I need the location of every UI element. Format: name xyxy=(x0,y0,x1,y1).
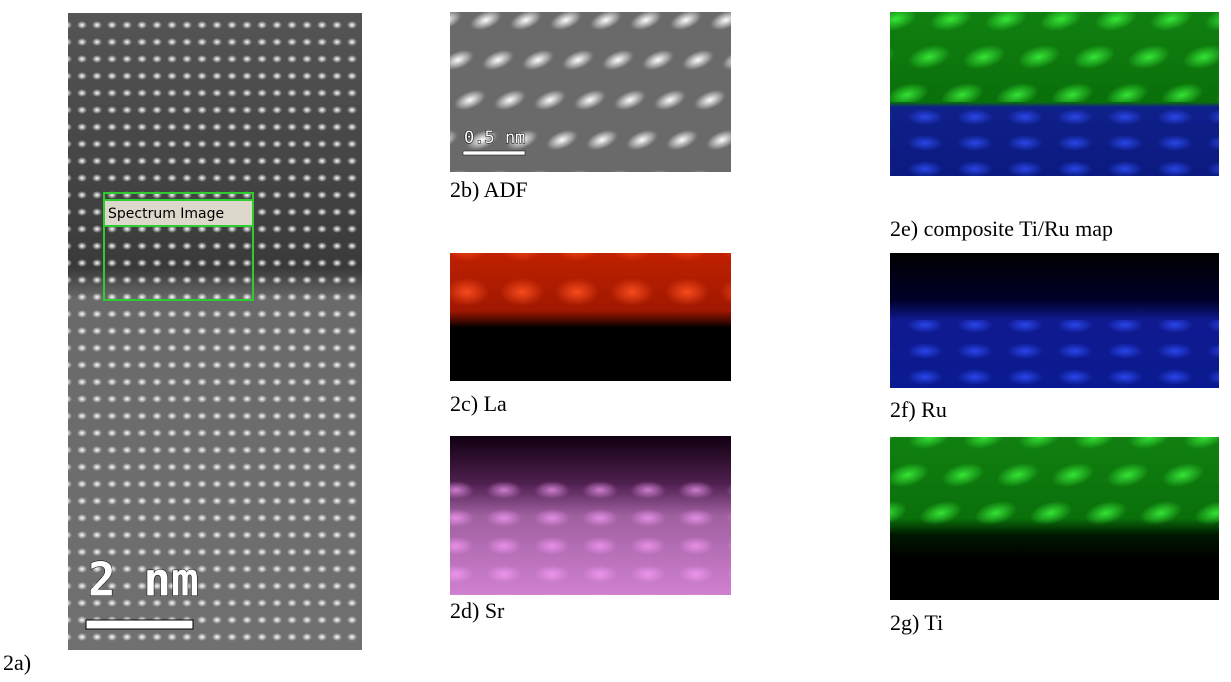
scale-bar-label: 0.5 nm xyxy=(464,128,525,148)
sr-columns xyxy=(450,480,731,595)
caption: 2f) Ru xyxy=(890,397,947,422)
scale-bar xyxy=(86,620,193,629)
ru-columns xyxy=(890,108,1219,176)
scale-bar xyxy=(463,151,525,155)
caption: 2b) ADF xyxy=(450,177,528,202)
caption: 2c) La xyxy=(450,391,507,416)
caption: 2g) Ti xyxy=(890,610,943,635)
caption: 2a) xyxy=(3,650,31,675)
panel-2c: 2c) La xyxy=(450,253,731,416)
caption: 2d) Sr xyxy=(450,598,505,623)
box-label: Spectrum Image xyxy=(108,206,224,222)
panel-2g: 2g) Ti xyxy=(890,437,1219,635)
caption: 2e) composite Ti/Ru map xyxy=(890,216,1113,241)
la-columns xyxy=(450,253,731,323)
page: Figure 2 {"panels": [ {"caption": "2a)",… xyxy=(0,0,1231,682)
atom-columns xyxy=(450,12,731,172)
panel-2f: 2f) Ru xyxy=(890,253,1219,422)
ti-columns xyxy=(890,12,1219,102)
panel-2b: 0.5 nm 2b) ADF xyxy=(450,12,731,202)
panel-2e: 2e) composite Ti/Ru map xyxy=(890,12,1219,241)
panel-2a: Spectrum Image 2 nm 2a) xyxy=(3,13,362,675)
body: Spectrum Image 2 nm 2a) 0.5 nm 2b) ADF 2… xyxy=(0,0,1231,682)
ti-columns xyxy=(890,437,1219,527)
ru-columns xyxy=(890,320,1219,388)
scale-bar-label: 2 nm xyxy=(88,553,199,607)
figure: Spectrum Image 2 nm 2a) 0.5 nm 2b) ADF 2… xyxy=(0,0,1231,682)
panel-2d: 2d) Sr xyxy=(450,436,731,623)
